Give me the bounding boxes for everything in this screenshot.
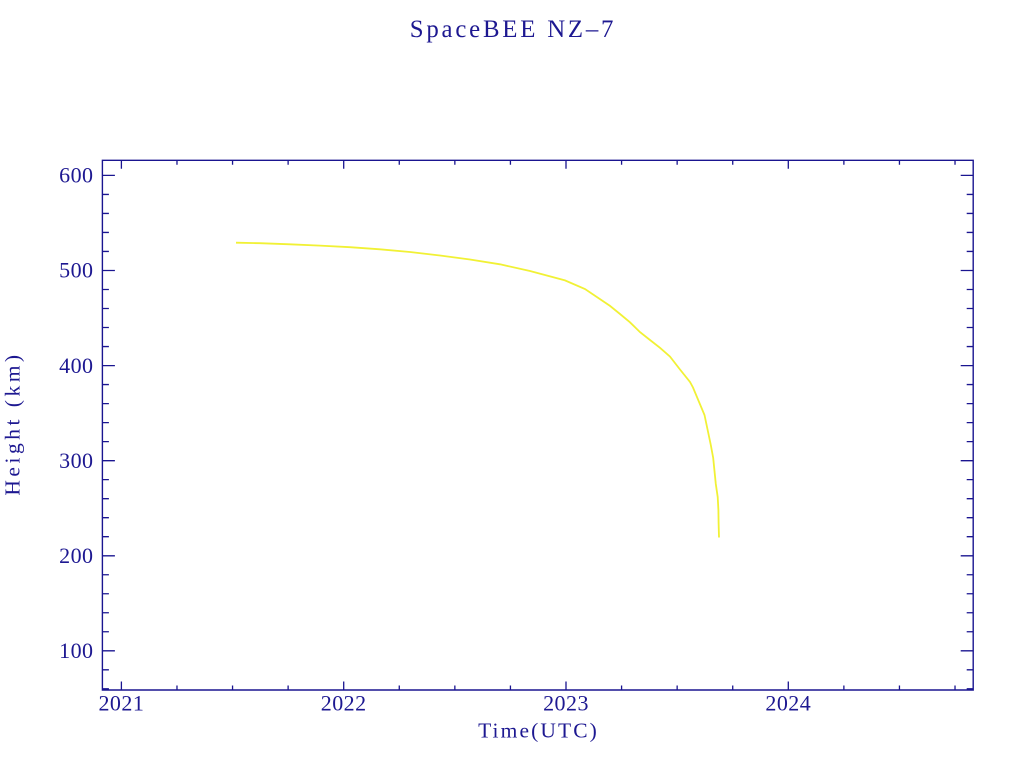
svg-text:Height (km): Height (km) — [1, 351, 25, 495]
svg-text:300: 300 — [59, 448, 93, 473]
svg-text:100: 100 — [59, 638, 93, 663]
svg-text:2024: 2024 — [765, 691, 811, 716]
svg-text:600: 600 — [59, 163, 93, 188]
svg-text:SpaceBEE NZ–7: SpaceBEE NZ–7 — [410, 16, 617, 43]
svg-text:2022: 2022 — [321, 691, 367, 716]
svg-text:2023: 2023 — [543, 691, 589, 716]
svg-text:Time(UTC): Time(UTC) — [478, 719, 599, 743]
svg-text:200: 200 — [59, 543, 93, 568]
svg-text:500: 500 — [59, 258, 93, 283]
svg-text:400: 400 — [59, 353, 93, 378]
svg-text:2021: 2021 — [98, 691, 144, 716]
